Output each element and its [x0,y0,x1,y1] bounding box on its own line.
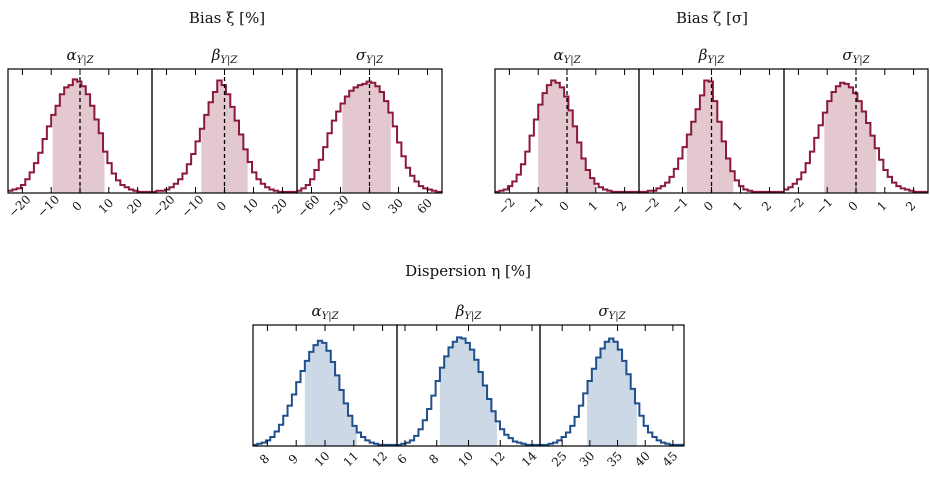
tick-label: 30 [385,196,406,217]
panel-title: αY|Z [553,46,581,66]
tick-label: 11 [341,449,362,470]
tick-label: −20 [6,192,34,220]
shaded-interval [587,338,637,446]
tick-label: 10 [240,196,261,217]
panel-frame [539,324,685,447]
shaded-interval [686,80,734,193]
tick-label: 40 [632,449,653,470]
tick-label: −20 [150,192,178,220]
panel-bias-zeta-4: −2 −1 0 1 2 βY|Z [638,46,785,217]
panel-title: αY|Z [66,46,94,66]
tick-label: 0 [846,199,861,214]
tick-label: 8 [257,452,272,467]
tick-label: 60 [414,196,435,217]
panel-bias-xi-1: −20 −10 0 10 20 βY|Z [150,46,298,220]
panel-title: αY|Z [311,302,339,322]
tick-label: 45 [660,449,681,470]
panel-dispersion-eta-7: 6 8 10 12 14 βY|Z [394,302,541,470]
histogram-step-line [397,336,540,446]
tick-label: 2 [903,199,918,214]
tick-label: −10 [179,192,207,220]
tick-label: 0 [70,199,85,214]
shaded-interval [342,81,391,193]
tick-label: 20 [269,196,290,217]
tick-label: 0 [214,199,229,214]
tick-label: 1 [730,199,745,214]
tick-label: 0 [701,199,716,214]
panel-bias-zeta-3: −2 −1 0 1 2 αY|Z [494,46,640,217]
panel-dispersion-eta-6: 8 9 10 11 12 αY|Z [252,302,398,470]
tick-label: −30 [324,192,352,220]
tick-label: 35 [604,449,625,470]
histogram-step-line [540,337,684,446]
tick-label: 30 [577,449,598,470]
tick-label: −2 [495,195,517,217]
tick-label: 9 [286,452,301,467]
tick-label: 10 [455,449,476,470]
tick-label: −1 [524,195,546,217]
histogram-step-line [297,80,442,193]
panel-title: σY|Z [842,46,870,66]
panel-title: βY|Z [455,302,483,322]
shaded-interval [439,337,498,446]
tick-label: 1 [874,199,889,214]
panel-bias-zeta-5: −2 −1 0 1 2 σY|Z [783,46,929,217]
panel-title: βY|Z [211,46,239,66]
histogram-step-line [639,79,784,193]
panel-title: σY|Z [356,46,384,66]
tick-label: 6 [394,452,409,467]
tick-label: 2 [759,199,774,214]
tick-label: −2 [639,195,661,217]
tick-label: 25 [549,449,570,470]
histogram-step-line [152,79,297,193]
panel-dispersion-eta-8: 25 30 35 40 45 σY|Z [539,302,685,470]
tick-label: 10 [96,196,117,217]
tick-label: 8 [426,452,441,467]
tick-label: 0 [557,199,572,214]
tick-label: 0 [359,199,374,214]
tick-label: −2 [784,195,806,217]
panel-bias-xi-0: −20 −10 0 10 20 αY|Z [6,46,153,220]
tick-label: 20 [124,196,145,217]
tick-label: 1 [585,199,600,214]
tick-label: 2 [614,199,629,214]
histogram-step-line [253,339,397,446]
tick-label: −10 [34,192,62,220]
group-title-dispersion-eta: Dispersion η [%] [405,262,531,280]
histogram-step-line [784,81,928,193]
group-title-bias-zeta: Bias ζ [σ] [676,9,748,27]
tick-label: 12 [487,449,508,470]
tick-label: −60 [295,192,323,220]
shaded-interval [304,340,357,446]
panel-title: βY|Z [698,46,726,66]
tick-label: 10 [312,449,333,470]
histogram-step-line [495,79,639,193]
shaded-interval [824,82,877,193]
tick-label: −1 [668,195,690,217]
shaded-interval [52,79,105,193]
histogram-step-line [8,78,152,193]
tick-label: 14 [519,449,540,470]
group-title-bias-xi: Bias ξ [%] [189,9,265,27]
tick-label: −1 [813,195,835,217]
panel-bias-xi-2: −60 −30 0 30 60 σY|Z [295,46,443,220]
panel-title: σY|Z [598,302,626,322]
tick-label: 12 [369,449,390,470]
